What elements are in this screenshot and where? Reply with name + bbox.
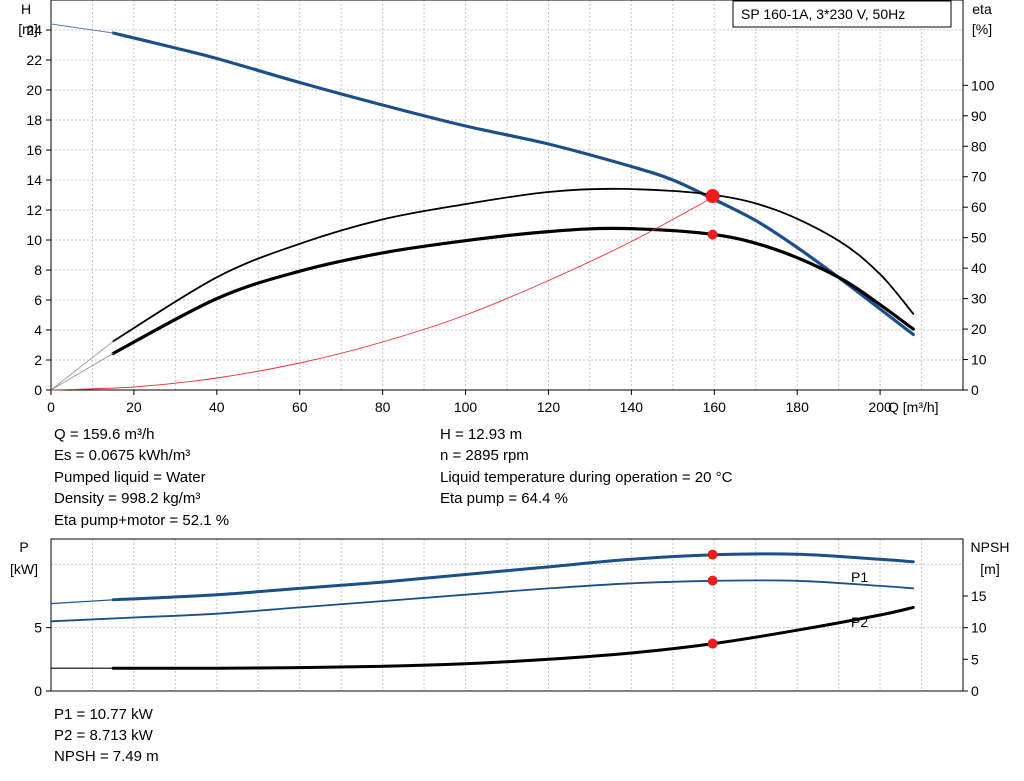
y-right-tick-label: 5 [971,651,979,667]
chart-title-box [732,0,952,28]
operating-point-marker [705,189,720,204]
y-right-tick-label: 60 [971,199,987,215]
y-right-tick-label: 40 [971,260,987,276]
y-right-tick-label: 10 [971,352,987,368]
y-right-tick-label: 20 [971,321,987,337]
x-tick-label: 120 [537,399,561,415]
series-eta_pump-line [112,187,915,343]
p-axis-label: P [19,539,28,555]
x-tick-label: 160 [703,399,727,415]
operating-point-marker [707,229,718,240]
series-eta_total-line [111,226,915,355]
p-axis-unit: [kW] [10,561,38,577]
info-p2: P2 = 8.713 kW [54,727,154,744]
x-tick-label: 100 [454,399,478,415]
series-system_curve-line [50,196,715,391]
y-left-tick-label: 14 [26,172,42,188]
x-tick-label: 80 [375,399,391,415]
y-right-tick-label: 10 [971,620,987,636]
y-left-tick-label: 10 [26,232,42,248]
eta-axis-label: eta [972,1,992,17]
y-right-tick-label: 15 [971,588,987,604]
series-h_curve_ext-line [50,23,114,34]
y-right-tick-label: 30 [971,291,987,307]
info-eta-pump: Eta pump = 64.4 % [440,490,568,507]
y-left-tick-label: 0 [34,683,42,699]
series-h_curve-line [111,31,915,337]
top-chart-frame [50,0,964,391]
y-left-tick-label: 18 [26,112,42,128]
h-axis-unit: [m] [18,21,37,37]
y-left-tick-label: 16 [26,142,42,158]
p1-series-label: P1 [851,569,868,585]
y-left-tick-label: 5 [34,620,42,636]
series-p1_ext-line [50,599,114,605]
y-right-tick-label: 0 [971,382,979,398]
q-axis-label: Q [m³/h] [888,399,939,415]
info-eta-pump-motor: Eta pump+motor = 52.1 % [54,512,229,529]
bottom-chart-ticks: 0 5 0 5 10 15 [34,588,987,699]
series-p1-line [111,552,915,602]
x-tick-label: 20 [126,399,142,415]
h-axis-label: H [21,1,31,17]
info-density: Density = 998.2 kg/m³ [54,490,200,507]
y-left-tick-label: 22 [26,52,42,68]
y-right-tick-label: 0 [971,683,979,699]
y-right-tick-label: 90 [971,108,987,124]
top-chart-grid [51,0,963,390]
bottom-chart-series [50,549,915,670]
operating-point-marker [707,638,718,649]
bottom-chart-frame [50,538,964,692]
y-right-tick-label: 100 [971,77,995,93]
series-npsh-line [111,605,915,670]
info-n: n = 2895 rpm [440,447,529,464]
x-tick-label: 0 [47,399,55,415]
p2-series-label: P2 [851,614,868,630]
operating-point-marker [707,575,718,586]
y-left-tick-label: 6 [34,292,42,308]
npsh-axis-label: NPSH [971,539,1010,555]
npsh-axis-unit: [m] [980,561,999,577]
top-chart-ticks: 0246810121416182022240102030405060708090… [26,22,994,415]
y-left-tick-label: 0 [34,382,42,398]
y-left-tick-label: 24 [26,22,42,38]
series-p2-line [50,579,915,623]
info-q: Q = 159.6 m³/h [54,426,154,443]
operating-point-marker [707,549,718,560]
y-left-tick-label: 12 [26,202,42,218]
x-tick-label: 40 [209,399,225,415]
series-eta_start-line [50,340,114,391]
info-liquid: Pumped liquid = Water [54,469,206,486]
y-right-tick-label: 70 [971,169,987,185]
info-temp: Liquid temperature during operation = 20… [440,469,733,486]
x-tick-label: 140 [620,399,644,415]
y-left-tick-label: 8 [34,262,42,278]
y-right-tick-label: 50 [971,230,987,246]
x-tick-label: 60 [292,399,308,415]
top-chart-series [50,23,915,391]
info-npsh: NPSH = 7.49 m [54,748,159,765]
x-tick-label: 180 [786,399,810,415]
info-p1: P1 = 10.77 kW [54,706,154,723]
chart-title: SP 160-1A, 3*230 V, 50Hz [741,6,905,22]
bottom-chart-grid [51,539,963,691]
y-left-tick-label: 20 [26,82,42,98]
info-h: H = 12.93 m [440,426,522,443]
x-tick-label: 200 [868,399,892,415]
series-eta_start2-line [50,353,114,391]
eta-axis-unit: [%] [972,21,992,37]
y-right-tick-label: 80 [971,138,987,154]
info-es: Es = 0.0675 kWh/m³ [54,447,190,464]
y-left-tick-label: 2 [34,352,42,368]
y-left-tick-label: 4 [34,322,42,338]
